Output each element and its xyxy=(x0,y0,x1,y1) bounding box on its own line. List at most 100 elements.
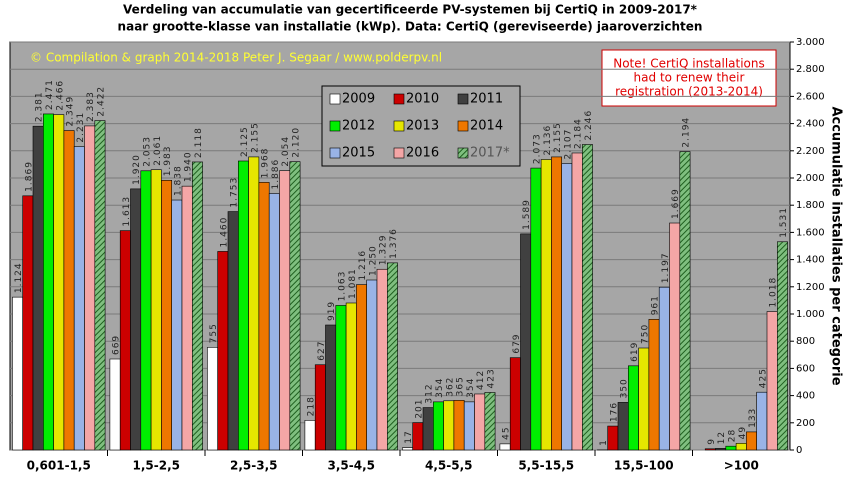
bar xyxy=(84,125,96,451)
value-label: 1 xyxy=(599,439,609,446)
y-tick-label: 400 xyxy=(796,391,815,402)
value-label: 365 xyxy=(456,376,466,396)
bar xyxy=(376,268,388,451)
bar xyxy=(776,241,788,451)
bar xyxy=(73,146,85,451)
bar xyxy=(520,233,532,451)
bar xyxy=(648,319,660,451)
bar xyxy=(499,443,511,451)
value-label: 627 xyxy=(317,341,327,361)
value-label: 669 xyxy=(112,335,122,355)
bar xyxy=(325,324,337,451)
bar xyxy=(617,402,629,451)
value-label: 423 xyxy=(486,368,496,388)
legend-label: 2013 xyxy=(406,119,439,134)
value-label: 2.381 xyxy=(35,91,45,122)
value-label: 2.194 xyxy=(681,117,691,148)
value-label: 1.197 xyxy=(661,252,671,283)
title-line: Verdeling van accumulatie van gecertific… xyxy=(123,3,698,17)
value-label: 619 xyxy=(630,342,640,362)
value-label: 1.460 xyxy=(219,217,229,248)
value-label: 362 xyxy=(445,377,455,397)
value-label: 1.124 xyxy=(14,262,24,293)
bar xyxy=(279,170,291,451)
bar xyxy=(386,262,398,451)
value-label: 425 xyxy=(758,368,768,388)
bar xyxy=(161,180,172,451)
value-label: 1.589 xyxy=(522,199,532,230)
value-label: 755 xyxy=(209,323,219,343)
y-tick-label: 800 xyxy=(796,336,815,347)
bar xyxy=(181,185,193,451)
y-axis-label: Accumulatie installaties per categorie xyxy=(829,106,844,385)
value-label: 2.471 xyxy=(45,79,55,110)
value-label: 2.155 xyxy=(250,122,260,153)
value-label: 1.886 xyxy=(271,159,281,190)
bar xyxy=(638,347,650,451)
x-tick-label: 0,601-1,5 xyxy=(27,459,91,473)
value-label: 2.118 xyxy=(194,127,204,158)
bar xyxy=(150,169,162,451)
legend-label: 2011 xyxy=(470,92,503,107)
value-label: 133 xyxy=(748,408,758,428)
bar xyxy=(63,130,75,451)
y-tick-label: 1.200 xyxy=(796,282,825,293)
bar xyxy=(22,195,34,451)
legend xyxy=(321,85,521,167)
bar xyxy=(571,152,583,451)
bar xyxy=(607,425,619,451)
value-label: 2.125 xyxy=(240,126,250,157)
value-label: 350 xyxy=(620,378,630,398)
bar xyxy=(314,364,326,451)
value-label: 45 xyxy=(502,426,512,439)
y-tick-label: 1.400 xyxy=(796,255,825,266)
legend-swatch xyxy=(329,93,341,105)
value-label: 1.753 xyxy=(230,177,240,208)
x-tick-label: 3,5-4,5 xyxy=(328,459,376,473)
bar xyxy=(119,230,131,451)
bar xyxy=(627,365,639,451)
value-label: 1.838 xyxy=(173,165,183,196)
legend-swatch xyxy=(393,120,405,132)
value-label: 2.136 xyxy=(543,125,553,156)
bar xyxy=(268,193,280,451)
value-label: 2.184 xyxy=(574,118,584,149)
bar xyxy=(53,114,65,451)
y-tick-label: 0 xyxy=(796,445,802,456)
y-tick-label: 600 xyxy=(796,363,815,374)
y-tick-label: 3.000 xyxy=(796,37,825,48)
bar xyxy=(217,251,229,451)
value-label: 49 xyxy=(738,426,748,439)
bar xyxy=(551,156,563,451)
value-label: 2.246 xyxy=(584,110,594,141)
bar xyxy=(581,144,593,451)
value-label: 312 xyxy=(425,383,435,403)
bar xyxy=(422,407,434,451)
value-label: 2.422 xyxy=(96,86,106,117)
value-label: 1.329 xyxy=(379,234,389,265)
x-tick-label: 5,5-15,5 xyxy=(518,459,574,473)
bar xyxy=(735,443,747,451)
note-line: Note! CertiQ installations xyxy=(613,57,765,71)
bar xyxy=(258,182,270,451)
x-tick-label: 1,5-2,5 xyxy=(133,459,181,473)
value-label: 2.383 xyxy=(86,91,96,122)
y-tick-label: 2.000 xyxy=(796,173,825,184)
value-label: 961 xyxy=(651,295,661,315)
value-label: 1.940 xyxy=(184,151,194,182)
bar xyxy=(94,120,106,451)
bar xyxy=(12,296,23,451)
x-tick-label: 2,5-3,5 xyxy=(230,459,278,473)
value-label: 2.053 xyxy=(142,136,152,167)
value-label: 2.061 xyxy=(153,135,163,166)
bar xyxy=(746,431,758,451)
bar xyxy=(463,401,475,451)
y-tick-label: 2.800 xyxy=(796,64,825,75)
value-label: 1.920 xyxy=(132,154,142,185)
value-label: 2.466 xyxy=(55,80,65,111)
bar xyxy=(453,400,465,451)
bar xyxy=(289,161,301,451)
y-tick-label: 2.400 xyxy=(796,119,825,130)
value-label: 1.018 xyxy=(769,277,779,308)
legend-swatch xyxy=(393,147,405,159)
